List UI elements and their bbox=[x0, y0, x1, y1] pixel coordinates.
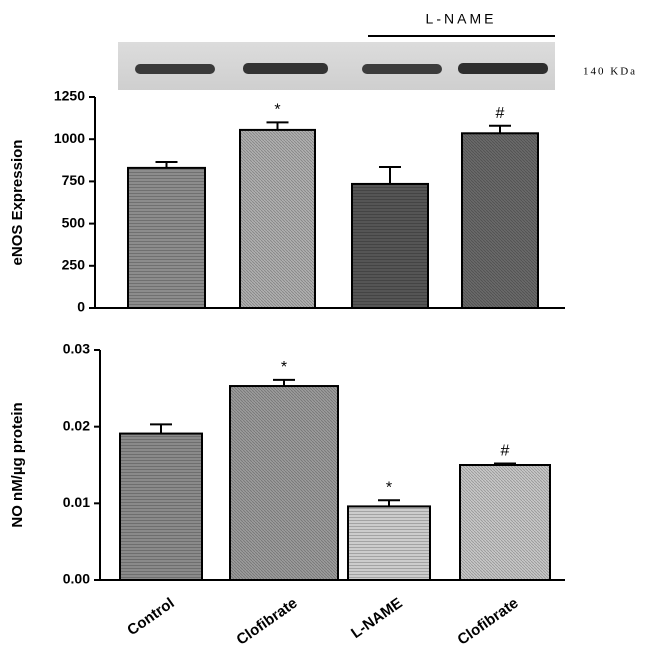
bar bbox=[119, 432, 203, 582]
x-tick-label: Clofibrate bbox=[233, 595, 300, 649]
western-blot bbox=[118, 42, 555, 90]
y-axis-label: eNOS Expression bbox=[9, 140, 26, 266]
bar bbox=[347, 505, 431, 581]
significance-marker: # bbox=[496, 105, 505, 122]
x-tick-label: Clofibrate bbox=[454, 595, 521, 649]
group-label: L-NAME bbox=[426, 11, 497, 27]
y-tick-label: 500 bbox=[62, 214, 86, 230]
bar bbox=[459, 464, 551, 581]
y-tick-label: 750 bbox=[62, 172, 86, 188]
bar bbox=[239, 128, 316, 309]
significance-marker: * bbox=[281, 359, 287, 376]
significance-marker: # bbox=[501, 443, 510, 460]
bar bbox=[127, 166, 206, 309]
y-tick-label: 1000 bbox=[54, 130, 85, 146]
bar bbox=[229, 385, 339, 581]
y-tick-label: 0 bbox=[77, 299, 85, 315]
y-tick-label: 0.01 bbox=[63, 494, 90, 510]
x-tick-label: L-NAME bbox=[348, 595, 406, 642]
y-tick-label: 0.02 bbox=[63, 417, 90, 433]
y-tick-label: 1250 bbox=[54, 88, 85, 104]
significance-marker: * bbox=[274, 102, 280, 119]
x-tick-label: Control bbox=[124, 595, 177, 640]
bar bbox=[461, 132, 539, 309]
y-tick-label: 250 bbox=[62, 257, 86, 273]
y-tick-label: 0.03 bbox=[63, 341, 90, 357]
bar bbox=[351, 182, 429, 310]
y-tick-label: 0.00 bbox=[63, 571, 90, 587]
significance-marker: * bbox=[386, 479, 392, 496]
y-axis-label: NO nM/µg protein bbox=[9, 402, 26, 527]
blot-label: 140 KDa bbox=[583, 66, 637, 78]
